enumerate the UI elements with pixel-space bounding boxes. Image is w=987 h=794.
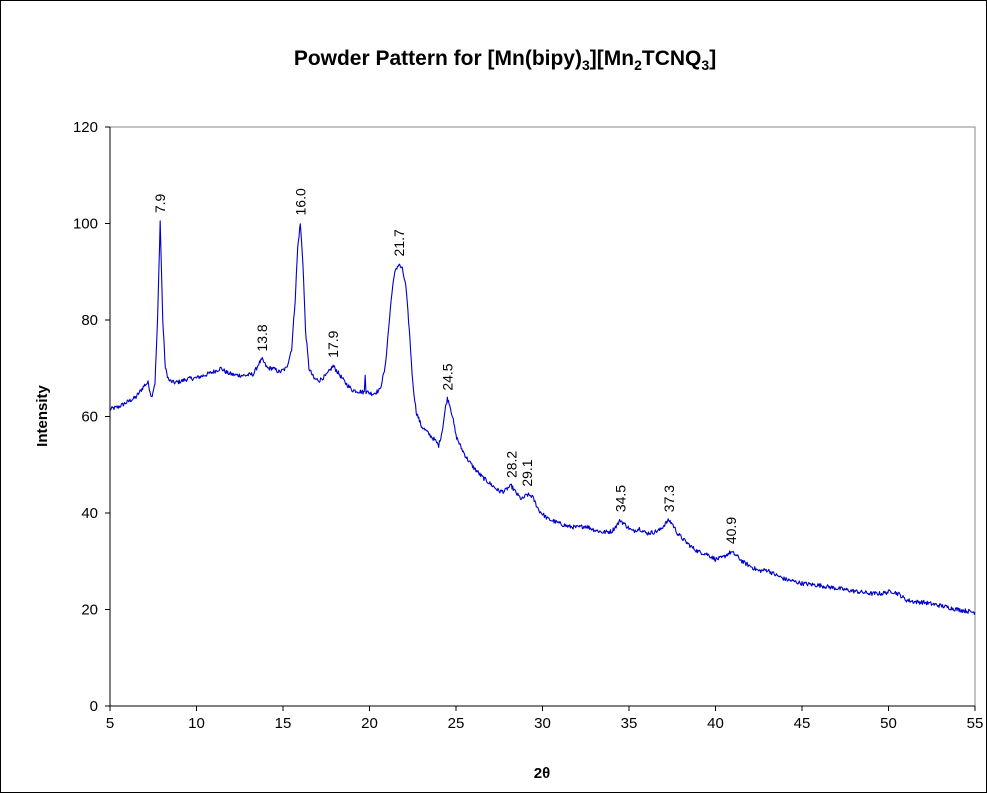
y-tick-label: 120 bbox=[73, 119, 98, 136]
peak-label: 7.9 bbox=[152, 193, 168, 213]
x-tick-label: 45 bbox=[794, 715, 811, 732]
peak-label: 29.1 bbox=[519, 459, 535, 486]
x-tick-label: 25 bbox=[448, 715, 465, 732]
peak-label: 21.7 bbox=[391, 229, 407, 256]
y-tick-label: 80 bbox=[81, 312, 98, 329]
peak-label: 17.9 bbox=[325, 330, 341, 357]
peak-label: 34.5 bbox=[612, 485, 628, 512]
x-tick-label: 50 bbox=[880, 715, 897, 732]
y-tick-label: 100 bbox=[73, 216, 98, 233]
series-line bbox=[109, 220, 976, 615]
x-tick-label: 35 bbox=[621, 715, 638, 732]
chart-title: Powder Pattern for [Mn(bipy)3][Mn2TCNQ3] bbox=[294, 47, 716, 73]
axis-ticks: 5 10 15 20 25 30 35 40 45 50 55 0 20 40 60 80 100 120 bbox=[73, 119, 983, 732]
x-tick-label: 55 bbox=[967, 715, 984, 732]
peak-label: 28.2 bbox=[503, 451, 519, 478]
peak-label: 16.0 bbox=[292, 188, 308, 215]
data-layer bbox=[109, 220, 976, 615]
y-tick-label: 0 bbox=[90, 698, 98, 715]
x-tick-label: 40 bbox=[707, 715, 724, 732]
x-tick-label: 10 bbox=[188, 715, 205, 732]
y-tick-label: 60 bbox=[81, 409, 98, 426]
y-tick-label: 20 bbox=[81, 602, 98, 619]
peak-label: 13.8 bbox=[254, 324, 270, 351]
peak-label: 37.3 bbox=[661, 485, 677, 512]
y-tick-label: 40 bbox=[81, 505, 98, 522]
peak-label: 24.5 bbox=[439, 363, 455, 390]
x-axis-title: 2θ bbox=[534, 765, 550, 782]
peak-labels: 7.9 13.8 16.0 17.9 21.7 24.5 28.2 29.1 34.5 37.3 4… bbox=[152, 188, 739, 544]
x-tick-label: 5 bbox=[106, 715, 114, 732]
plot-area bbox=[109, 126, 976, 707]
x-tick-label: 20 bbox=[361, 715, 378, 732]
y-axis-title: Intensity bbox=[34, 385, 51, 447]
x-tick-label: 15 bbox=[275, 715, 292, 732]
x-tick-label: 30 bbox=[534, 715, 551, 732]
peak-label: 40.9 bbox=[723, 517, 739, 544]
